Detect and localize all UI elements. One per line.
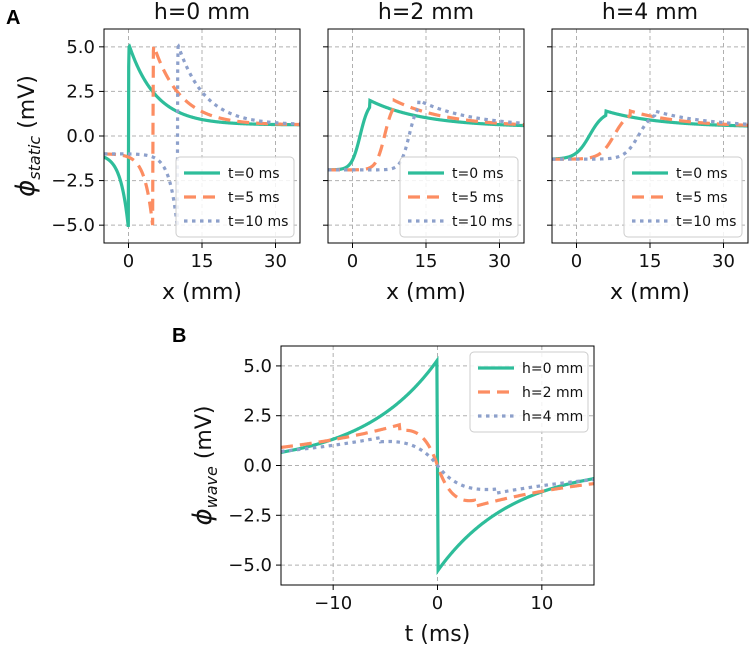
y-tick-label: −2.5 — [228, 505, 272, 526]
x-axis-label: x (mm) — [610, 280, 690, 305]
series-group — [328, 97, 524, 172]
legend-label: t=0 ms — [228, 166, 280, 182]
x-tick-label: 30 — [488, 251, 511, 272]
panel-b-letter: B — [172, 325, 186, 347]
legend-box — [623, 156, 743, 238]
panel-title: h=2 mm — [378, 0, 474, 25]
y-tick-label: −2.5 — [51, 171, 95, 192]
x-tick-label: 0 — [571, 251, 582, 272]
x-tick-label: 0 — [347, 251, 358, 272]
y-tick-label: 0.0 — [66, 126, 95, 147]
legend: t=0 ms t=5 ms t=10 ms — [623, 156, 743, 238]
chart-panel-A3: 0 15 30 h=4 mm x (mm) t=0 ms t=5 ms t=10 ms — [547, 0, 749, 305]
y-axis-unit: (mV) — [192, 406, 217, 467]
y-tick-label: −5.0 — [228, 555, 272, 576]
x-axis-label: x (mm) — [386, 280, 466, 305]
x-tick-label: 0 — [123, 251, 134, 272]
y-tick-label: −5.0 — [51, 215, 95, 236]
x-tick-label: 0 — [432, 593, 443, 614]
x-axis-label: t (ms) — [405, 622, 471, 647]
series-line-t-5-ms — [328, 97, 524, 172]
legend-label: t=10 ms — [452, 214, 512, 230]
legend: t=0 ms t=5 ms t=10 ms — [175, 156, 295, 238]
legend-label: t=0 ms — [676, 166, 728, 182]
x-tick-label: 30 — [264, 251, 287, 272]
series-line-t-10-ms — [552, 108, 748, 161]
legend-label: t=5 ms — [452, 190, 504, 206]
legend-label: h=0 mm — [522, 361, 583, 377]
panel-title: h=0 mm — [154, 0, 250, 25]
x-tick-label: 15 — [415, 251, 438, 272]
x-tick-label: 10 — [530, 593, 553, 614]
series-line-t-5-ms — [552, 108, 748, 161]
plots-layer: 0 15 30−5.0−2.50.02.55.0h=0 mmx (mm)ϕstati… — [11, 0, 749, 647]
chart-panel-A2: 0 15 30 h=2 mm x (mm) t=0 ms t=5 ms t=10 ms — [323, 0, 525, 305]
legend-box — [469, 351, 589, 433]
legend-box — [175, 156, 295, 238]
legend-label: t=0 ms — [452, 166, 504, 182]
series-line-h-2-mm — [281, 422, 594, 509]
y-axis-symbol: ϕ — [11, 180, 41, 197]
y-axis-subscript: static — [25, 136, 44, 180]
legend-box — [399, 156, 519, 238]
panel-a-letter: A — [6, 7, 20, 29]
legend: t=0 ms t=5 ms t=10 ms — [399, 156, 519, 238]
x-axis-label: x (mm) — [162, 280, 242, 305]
series-line-t-10-ms — [328, 98, 524, 172]
x-tick-label: −10 — [314, 593, 352, 614]
x-tick-label: 15 — [191, 251, 214, 272]
y-tick-label: 0.0 — [243, 456, 272, 477]
panel-title: h=4 mm — [602, 0, 698, 25]
series-line-t-10-ms — [104, 43, 300, 228]
x-tick-label: 30 — [712, 251, 735, 272]
legend-label: t=5 ms — [228, 190, 280, 206]
chart-panel-A1: 0 15 30 −5.0 −2.5 0.0 2.5 5.0 h=0 mm x (mm) ϕstati… — [11, 0, 301, 305]
y-axis-symbol: ϕ — [188, 508, 218, 525]
y-axis-label: ϕwave (mV) — [188, 406, 221, 526]
y-tick-label: 2.5 — [66, 81, 95, 102]
chart-panel-B: −10 0 10 −5.0 −2.5 0.0 2.5 5.0 t (ms) ϕwave (mV) h… — [188, 345, 595, 647]
legend-label: t=10 ms — [676, 214, 736, 230]
x-tick-label: 15 — [639, 251, 662, 272]
legend-label: t=10 ms — [228, 214, 288, 230]
y-axis-subscript: wave — [202, 466, 221, 508]
legend-label: h=4 mm — [522, 409, 583, 425]
y-axis-unit: (mV) — [15, 75, 40, 136]
series-line-t-0-ms — [552, 108, 748, 161]
series-group — [552, 108, 748, 161]
series-group — [281, 355, 594, 576]
series-group — [104, 40, 300, 228]
legend-label: h=2 mm — [522, 385, 583, 401]
series-line-t-5-ms — [104, 40, 300, 226]
legend-label: t=5 ms — [676, 190, 728, 206]
y-tick-label: 5.0 — [66, 37, 95, 58]
y-tick-label: 5.0 — [243, 356, 272, 377]
legend: h=0 mm h=2 mm h=4 mm — [469, 351, 589, 433]
series-line-h-4-mm — [281, 435, 594, 496]
y-axis-label: ϕstatic (mV) — [11, 75, 44, 197]
y-tick-label: 2.5 — [243, 406, 272, 427]
